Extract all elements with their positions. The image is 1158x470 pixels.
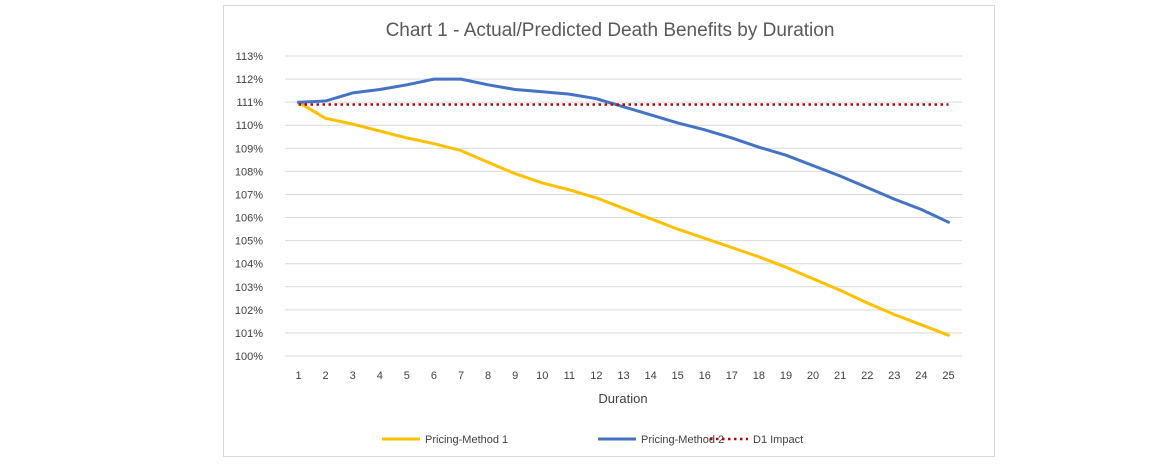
y-tick-label: 108% — [235, 166, 263, 178]
x-tick-label: 9 — [512, 370, 518, 382]
x-axis-title: Duration — [598, 391, 647, 406]
x-tick-label: 5 — [404, 370, 410, 382]
y-tick-label: 104% — [235, 259, 263, 271]
series-line-2 — [297, 77, 950, 224]
legend-label: Pricing-Method 1 — [425, 434, 508, 446]
y-tick-label: 112% — [236, 74, 264, 86]
x-tick-label: 24 — [915, 370, 927, 382]
x-tick-label: 2 — [323, 370, 329, 382]
x-tick-label: 20 — [807, 370, 819, 382]
line-chart: Chart 1 - Actual/Predicted Death Benefit… — [235, 20, 962, 446]
x-axis-ticks: 1 2 3 4 5 6 7 8 9 10 11 12 13 14 15 16 17 18 19 20 21 22 23 24 2… — [295, 370, 954, 382]
series-lines — [297, 77, 950, 337]
x-tick-label: 19 — [780, 370, 792, 382]
chart-frame: Chart 1 - Actual/Predicted Death Benefit… — [223, 5, 995, 457]
y-tick-label: 103% — [235, 282, 263, 294]
x-tick-label: 1 — [295, 370, 301, 382]
x-tick-label: 18 — [753, 370, 765, 382]
x-tick-label: 17 — [726, 370, 738, 382]
chart-title: Chart 1 - Actual/Predicted Death Benefit… — [386, 20, 835, 41]
x-tick-label: 22 — [861, 370, 873, 382]
y-tick-label: 109% — [235, 143, 263, 155]
y-tick-label: 113% — [236, 51, 264, 63]
x-tick-label: 12 — [590, 370, 602, 382]
y-axis-ticks: 100% 101% 102% 103% 104% 105% 106% 107% 108% 109%… — [235, 51, 263, 363]
x-tick-label: 8 — [485, 370, 491, 382]
y-tick-label: 111% — [236, 97, 263, 109]
x-tick-label: 21 — [834, 370, 846, 382]
x-tick-label: 3 — [350, 370, 356, 382]
y-tick-label: 101% — [235, 328, 263, 340]
series-line-1 — [297, 100, 950, 337]
x-tick-label: 16 — [699, 370, 711, 382]
y-tick-label: 110% — [236, 120, 264, 132]
y-tick-label: 100% — [235, 351, 263, 363]
gridlines — [285, 55, 962, 357]
x-tick-label: 4 — [377, 370, 383, 382]
x-tick-label: 6 — [431, 370, 437, 382]
x-tick-label: 7 — [458, 370, 464, 382]
y-tick-label: 105% — [235, 236, 263, 248]
x-tick-label: 14 — [644, 370, 656, 382]
x-tick-label: 11 — [564, 370, 575, 382]
legend: Pricing-Method 1 Pricing-Method 2 D1 Impac… — [382, 434, 803, 446]
y-tick-label: 102% — [235, 305, 263, 317]
x-tick-label: 10 — [536, 370, 548, 382]
legend-label: D1 Impact — [753, 434, 803, 446]
legend-label: Pricing-Method 2 — [641, 434, 724, 446]
y-tick-label: 107% — [235, 189, 263, 201]
x-tick-label: 23 — [888, 370, 900, 382]
x-tick-label: 25 — [942, 370, 954, 382]
x-tick-label: 15 — [672, 370, 684, 382]
y-tick-label: 106% — [235, 213, 263, 225]
x-tick-label: 13 — [617, 370, 629, 382]
